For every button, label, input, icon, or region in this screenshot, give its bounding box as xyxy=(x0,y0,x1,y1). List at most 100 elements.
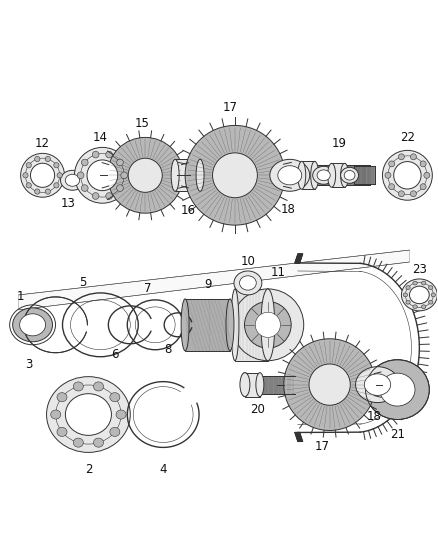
Ellipse shape xyxy=(428,300,433,304)
Text: 11: 11 xyxy=(270,266,285,279)
Ellipse shape xyxy=(298,161,306,189)
Ellipse shape xyxy=(21,154,64,197)
Ellipse shape xyxy=(65,174,80,186)
Ellipse shape xyxy=(231,289,239,361)
Polygon shape xyxy=(305,165,370,185)
Ellipse shape xyxy=(57,393,67,402)
Ellipse shape xyxy=(212,153,258,198)
Ellipse shape xyxy=(421,305,426,309)
Ellipse shape xyxy=(23,173,28,178)
Ellipse shape xyxy=(406,286,410,289)
Ellipse shape xyxy=(399,154,404,160)
Text: 3: 3 xyxy=(25,358,32,371)
Text: 9: 9 xyxy=(204,278,212,292)
Ellipse shape xyxy=(128,158,162,192)
Ellipse shape xyxy=(270,159,310,191)
Ellipse shape xyxy=(366,360,429,419)
Ellipse shape xyxy=(45,189,50,194)
Ellipse shape xyxy=(394,161,421,189)
Text: 7: 7 xyxy=(145,282,152,295)
Text: 14: 14 xyxy=(93,131,108,144)
Ellipse shape xyxy=(401,279,437,311)
Text: 1: 1 xyxy=(17,290,25,303)
Ellipse shape xyxy=(93,382,103,391)
Ellipse shape xyxy=(328,163,336,187)
Ellipse shape xyxy=(399,191,404,197)
Polygon shape xyxy=(255,376,295,393)
Ellipse shape xyxy=(107,138,183,213)
Ellipse shape xyxy=(410,191,417,197)
Ellipse shape xyxy=(110,427,120,437)
Text: 17: 17 xyxy=(314,440,329,453)
Ellipse shape xyxy=(93,438,103,447)
Text: 17: 17 xyxy=(223,101,237,114)
Ellipse shape xyxy=(317,170,330,181)
Ellipse shape xyxy=(413,305,417,309)
Ellipse shape xyxy=(51,410,61,419)
Ellipse shape xyxy=(92,151,99,158)
Polygon shape xyxy=(235,289,268,361)
Ellipse shape xyxy=(240,276,256,290)
Ellipse shape xyxy=(255,312,280,337)
Ellipse shape xyxy=(65,394,111,435)
Ellipse shape xyxy=(45,156,50,161)
Ellipse shape xyxy=(54,183,59,188)
Ellipse shape xyxy=(232,289,304,361)
Ellipse shape xyxy=(341,167,359,183)
Ellipse shape xyxy=(57,427,67,437)
Ellipse shape xyxy=(406,300,410,304)
Ellipse shape xyxy=(421,281,426,285)
Ellipse shape xyxy=(420,161,426,167)
Text: 18: 18 xyxy=(367,410,382,423)
Text: 8: 8 xyxy=(165,343,172,356)
Text: 19: 19 xyxy=(332,137,347,150)
Ellipse shape xyxy=(110,393,120,402)
Ellipse shape xyxy=(81,159,88,166)
Text: 12: 12 xyxy=(35,137,50,150)
Polygon shape xyxy=(185,299,230,351)
Ellipse shape xyxy=(226,299,234,351)
Ellipse shape xyxy=(385,172,391,178)
Ellipse shape xyxy=(241,373,249,397)
Text: 20: 20 xyxy=(251,403,265,416)
Text: 18: 18 xyxy=(280,203,295,216)
Text: 23: 23 xyxy=(412,263,427,277)
Ellipse shape xyxy=(382,150,432,200)
Ellipse shape xyxy=(244,302,291,348)
Ellipse shape xyxy=(389,184,395,190)
Ellipse shape xyxy=(74,148,130,203)
Ellipse shape xyxy=(57,173,62,178)
Ellipse shape xyxy=(424,172,430,178)
Ellipse shape xyxy=(356,367,399,402)
Ellipse shape xyxy=(116,410,126,419)
Ellipse shape xyxy=(364,374,391,395)
Ellipse shape xyxy=(420,184,426,190)
Ellipse shape xyxy=(77,172,84,179)
Ellipse shape xyxy=(121,172,127,179)
Ellipse shape xyxy=(278,166,302,185)
Ellipse shape xyxy=(87,160,118,191)
Ellipse shape xyxy=(73,438,83,447)
Ellipse shape xyxy=(106,192,113,199)
Ellipse shape xyxy=(256,373,264,397)
Ellipse shape xyxy=(54,163,59,168)
Ellipse shape xyxy=(311,161,319,189)
Ellipse shape xyxy=(284,339,375,431)
Ellipse shape xyxy=(428,286,433,289)
Ellipse shape xyxy=(73,382,83,391)
Ellipse shape xyxy=(46,377,130,453)
Ellipse shape xyxy=(117,185,124,191)
Ellipse shape xyxy=(431,293,435,297)
Text: 10: 10 xyxy=(240,255,255,268)
Ellipse shape xyxy=(313,166,335,184)
Ellipse shape xyxy=(344,171,355,180)
Ellipse shape xyxy=(234,271,262,295)
Text: 16: 16 xyxy=(180,204,196,217)
Ellipse shape xyxy=(171,159,179,191)
Ellipse shape xyxy=(35,189,40,194)
Ellipse shape xyxy=(341,163,349,187)
Ellipse shape xyxy=(196,159,204,191)
Ellipse shape xyxy=(413,281,417,285)
Ellipse shape xyxy=(31,163,55,188)
Text: 5: 5 xyxy=(79,277,86,289)
